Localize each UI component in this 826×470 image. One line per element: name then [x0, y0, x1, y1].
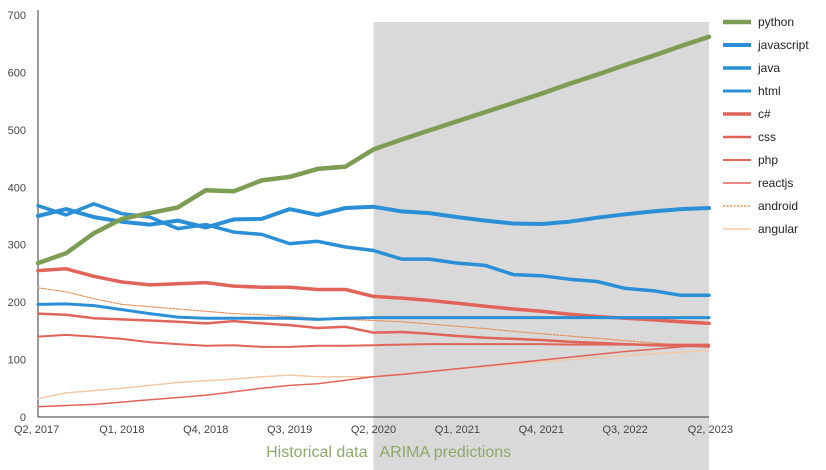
region-label-historical-data: Historical data	[266, 444, 367, 461]
series-line-python	[35, 34, 712, 266]
region-shading-group	[373, 22, 709, 470]
y-tick-label-500: 500	[8, 125, 26, 137]
series-line-javascript	[36, 204, 711, 230]
series-lines	[35, 34, 712, 408]
x-tick-label-q4-2018: Q4, 2018	[183, 424, 228, 436]
x-tick-label-q2-2023: Q2, 2023	[688, 424, 733, 436]
y-tick-label-700: 700	[8, 10, 26, 22]
y-tick-label-400: 400	[8, 182, 26, 194]
legend-label-android: android	[758, 199, 798, 213]
x-tick-label-q2-2020: Q2, 2020	[351, 424, 396, 436]
y-tick-label-100: 100	[8, 355, 26, 367]
region-labels: Historical data ARIMA predictions	[266, 444, 511, 461]
x-tick-label-q1-2021: Q1, 2021	[435, 424, 480, 436]
series-line-html	[36, 302, 711, 321]
x-tick-label-q2-2017: Q2, 2017	[14, 424, 59, 436]
legend-label-python: python	[758, 15, 794, 29]
series-line-android	[37, 287, 710, 349]
x-axis: Q2, 2017 Q1, 2018 Q4, 2018 Q3, 2019 Q2, 2020…	[14, 416, 733, 436]
legend-label-c: c#	[758, 107, 771, 121]
prediction-region-shading	[373, 22, 709, 470]
x-tick-label-q1-2018: Q1, 2018	[99, 424, 144, 436]
legend-label-reactjs: reactjs	[758, 176, 793, 190]
x-tick-label-q3-2022: Q3, 2022	[602, 424, 647, 436]
y-tick-label-300: 300	[8, 240, 26, 252]
series-line-php	[37, 333, 710, 348]
y-tick-label-0: 0	[20, 412, 26, 424]
legend-label-html: html	[758, 84, 781, 98]
legend-label-angular: angular	[758, 222, 798, 236]
region-label-arima-predictions: ARIMA predictions	[380, 444, 512, 461]
legend-label-php: php	[758, 153, 778, 167]
legend-label-javascript: javascript	[757, 38, 809, 52]
y-axis: 0 100 200 300 400 500 600 700	[8, 10, 39, 424]
legend-label-css: css	[758, 130, 776, 144]
legend-label-java: java	[757, 61, 780, 75]
y-tick-label-200: 200	[8, 297, 26, 309]
series-line-reactjs	[37, 343, 710, 408]
series-line-css	[36, 312, 711, 348]
legend: python javascript java html c# css php reactjs a…	[723, 15, 809, 236]
series-line-java	[36, 202, 711, 298]
x-tick-label-q4-2021: Q4, 2021	[519, 424, 564, 436]
y-tick-label-600: 600	[8, 67, 26, 79]
x-tick-label-q3-2019: Q3, 2019	[267, 424, 312, 436]
